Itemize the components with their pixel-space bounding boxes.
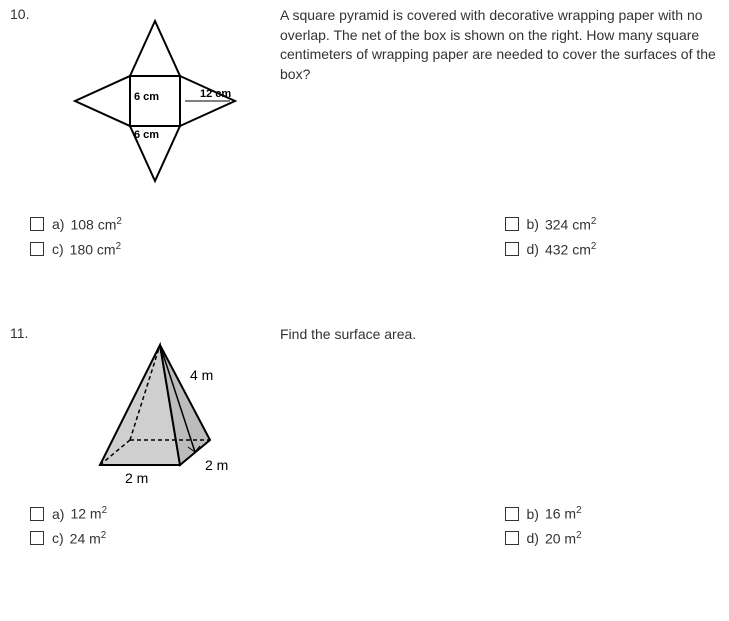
answer-c[interactable]: c) 24 m2	[30, 530, 375, 547]
answer-a[interactable]: a) 12 m2	[30, 505, 375, 522]
pyramid-net-figure: 6 cm 6 cm 12 cm	[40, 6, 270, 196]
answer-c[interactable]: c) 180 cm2	[30, 241, 375, 258]
checkbox-icon	[505, 242, 519, 256]
answer-letter: b)	[527, 506, 539, 522]
checkbox-icon	[505, 217, 519, 231]
answer-value: 16 m2	[545, 505, 582, 522]
answer-value: 180 cm2	[70, 241, 121, 258]
net-label-slant: 12 cm	[200, 88, 231, 100]
checkbox-icon	[30, 507, 44, 521]
answer-letter: b)	[527, 216, 539, 232]
answer-value: 324 cm2	[545, 216, 596, 233]
answer-a[interactable]: a) 108 cm2	[30, 216, 375, 233]
pyramid-label-slant: 4 m	[190, 367, 213, 383]
question-prompt: Find the surface area.	[270, 325, 719, 345]
question-number: 11.	[10, 325, 40, 341]
answer-value: 20 m2	[545, 530, 582, 547]
question-10: 10. 6 cm 6 cm 12 cm A square pyramid is …	[10, 6, 719, 265]
pyramid-label-base1: 2 m	[205, 457, 228, 473]
answer-value: 12 m2	[70, 505, 107, 522]
checkbox-icon	[505, 507, 519, 521]
pyramid-3d-figure: 4 m 2 m 2 m	[40, 325, 270, 485]
answer-b[interactable]: b) 16 m2	[375, 505, 720, 522]
answer-value: 24 m2	[70, 530, 107, 547]
checkbox-icon	[30, 242, 44, 256]
question-11: 11. 4 m 2 m 2 m Find the surfac	[10, 325, 719, 554]
net-label-side2: 6 cm	[134, 129, 159, 141]
answer-letter: a)	[52, 506, 64, 522]
checkbox-icon	[30, 217, 44, 231]
net-label-side1: 6 cm	[134, 91, 159, 103]
answer-choices: a) 108 cm2 c) 180 cm2 b) 324 cm2 d) 432 …	[30, 216, 719, 265]
question-number: 10.	[10, 6, 40, 22]
answer-d[interactable]: d) 432 cm2	[375, 241, 720, 258]
question-prompt: A square pyramid is covered with decorat…	[270, 6, 719, 84]
answer-value: 108 cm2	[70, 216, 121, 233]
checkbox-icon	[505, 531, 519, 545]
checkbox-icon	[30, 531, 44, 545]
answer-letter: a)	[52, 216, 64, 232]
answer-letter: d)	[527, 241, 539, 257]
answer-value: 432 cm2	[545, 241, 596, 258]
answer-choices: a) 12 m2 c) 24 m2 b) 16 m2 d) 20 m2	[30, 505, 719, 554]
answer-b[interactable]: b) 324 cm2	[375, 216, 720, 233]
answer-letter: d)	[527, 530, 539, 546]
pyramid-label-base2: 2 m	[125, 470, 148, 485]
answer-letter: c)	[52, 241, 64, 257]
answer-letter: c)	[52, 530, 64, 546]
answer-d[interactable]: d) 20 m2	[375, 530, 720, 547]
